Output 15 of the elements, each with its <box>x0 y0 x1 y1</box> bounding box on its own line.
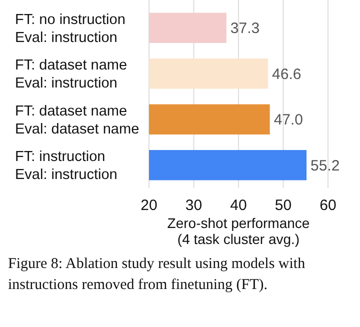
x-tick-label: 30 <box>185 197 202 214</box>
y-tick-label: FT: dataset name Eval: instruction <box>15 58 128 92</box>
data-label: 47.0 <box>274 112 304 129</box>
caption: Figure 8: Ablation study result using models with instructions removed from finetuning (FT). <box>8 256 306 293</box>
data-label: 37.3 <box>230 20 260 38</box>
y-tick-label: FT: dataset name Eval: dataset name <box>15 103 140 138</box>
x-tick-label: 40 <box>230 197 247 214</box>
x-tick-label: 60 <box>320 197 336 214</box>
y-tick-label: FT: no instruction Eval: instruction <box>15 12 126 46</box>
x-axis-title: Zero-shot performance (4 task cluster avg.) <box>167 215 310 247</box>
y-tick-label: FT: instruction Eval: instruction <box>15 149 118 184</box>
data-label: 46.6 <box>272 66 302 83</box>
x-tick-label: 20 <box>140 197 158 214</box>
data-label: 55.2 <box>310 157 340 174</box>
x-tick-label: 50 <box>274 197 292 214</box>
